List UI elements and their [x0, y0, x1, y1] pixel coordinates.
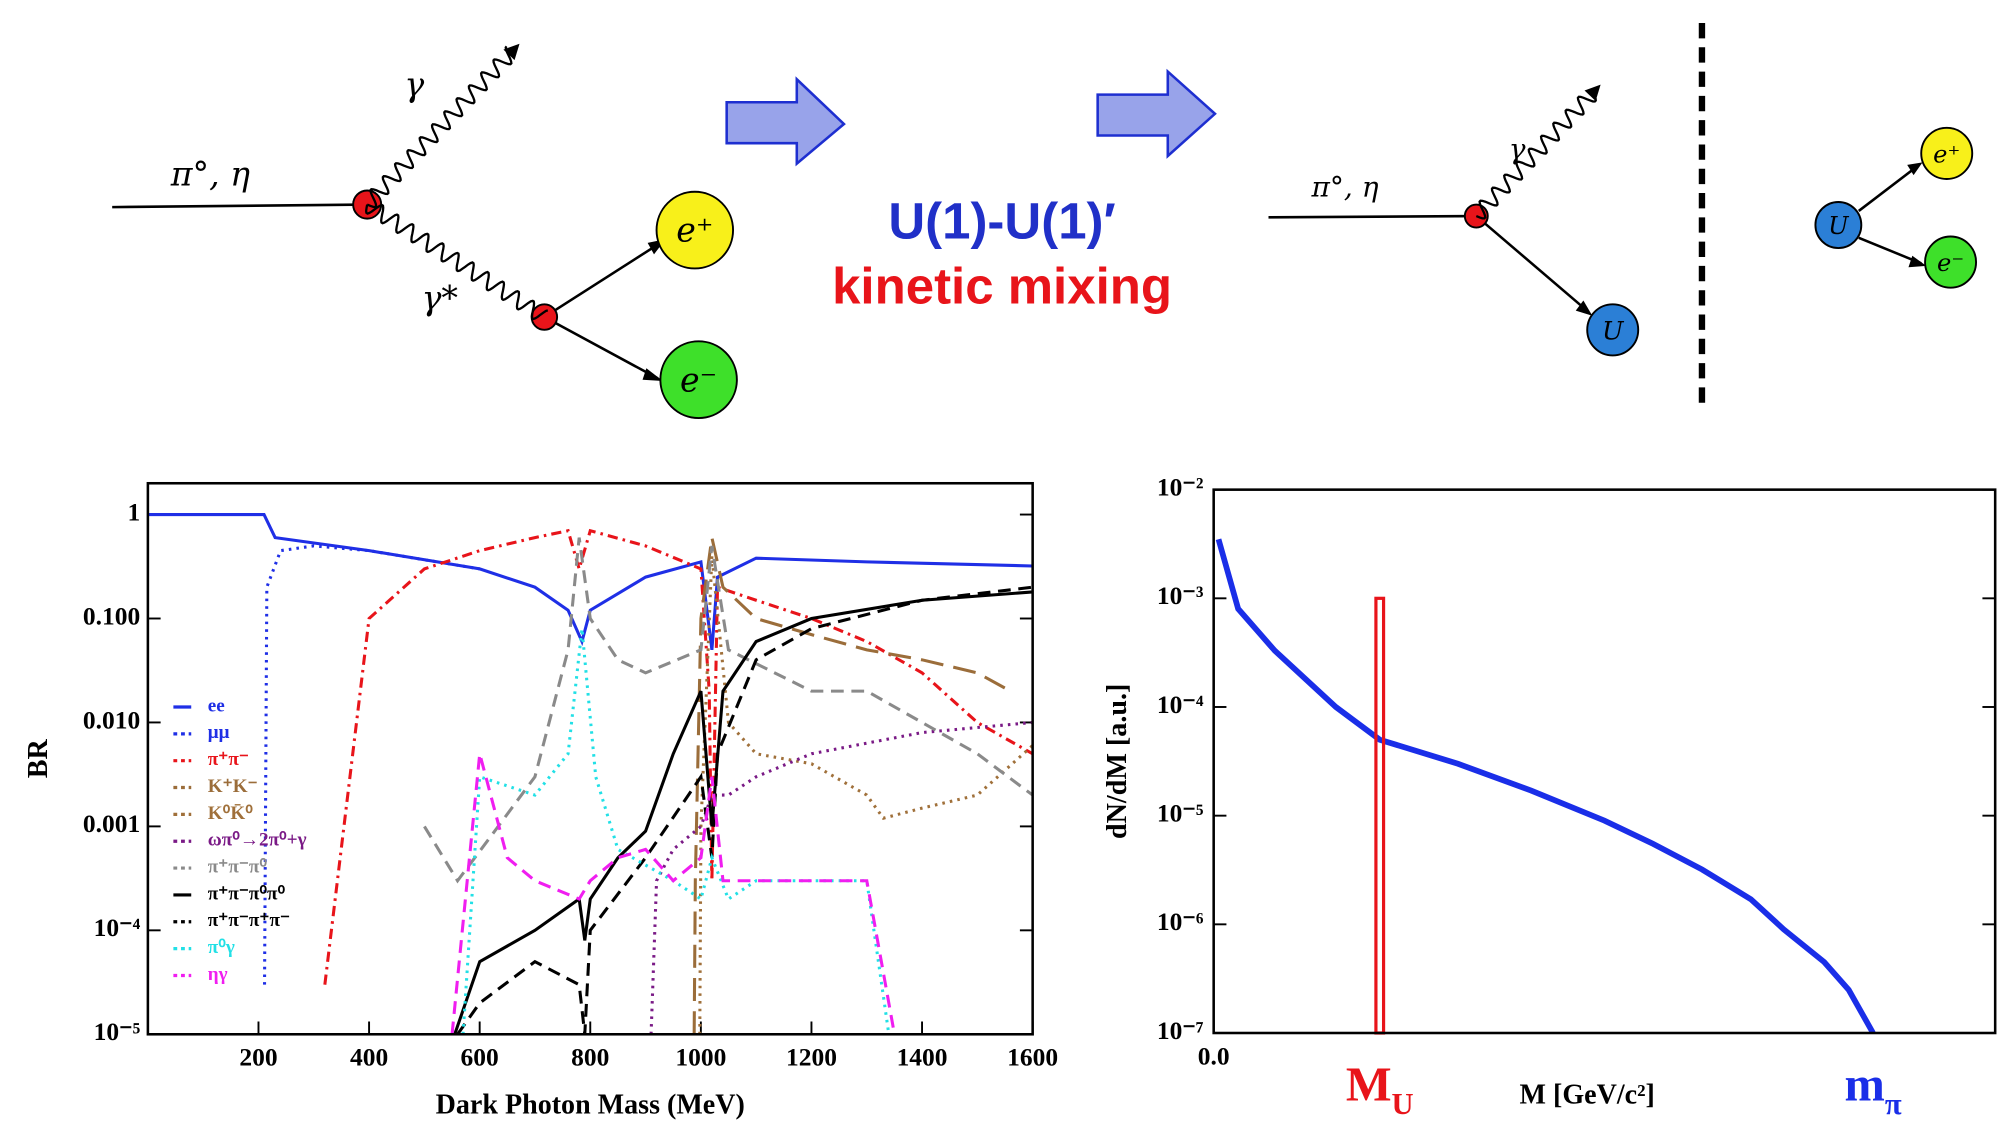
series-line	[263, 544, 480, 985]
y-tick-label: 10⁻³	[1157, 581, 1204, 610]
y-tick-label: 0.100	[83, 601, 140, 630]
y-tick-label: 0.001	[83, 809, 140, 838]
block-arrow	[725, 76, 846, 167]
electron-line	[543, 315, 659, 380]
series-line	[453, 590, 1033, 1035]
mixing-title: U(1)-U(1)′	[888, 192, 1115, 249]
arrow-head	[1908, 255, 1927, 268]
legend-label: π⁺π⁻	[208, 749, 249, 770]
photon-line	[1475, 92, 1597, 220]
positron	[1920, 126, 1974, 180]
plot-frame	[1212, 488, 1997, 1035]
annotation-sub: U	[1392, 1087, 1414, 1121]
legend-label: π⁺π⁻π⁰π⁰	[208, 883, 286, 904]
label: U	[1828, 211, 1850, 240]
legend-label: π⁺π⁻π⁰	[208, 856, 268, 877]
y-tick-label: 10⁻²	[1157, 472, 1204, 501]
electron	[1924, 235, 1978, 289]
y-tick-label: 1	[127, 497, 140, 526]
x-axis-label: M [GeV/c²]	[1520, 1079, 1655, 1110]
incoming-line	[112, 203, 368, 209]
series-line	[461, 628, 891, 1035]
y-tick-label: 10⁻⁷	[1157, 1016, 1204, 1045]
annotation: MU	[1346, 1058, 1414, 1121]
arrow-head	[503, 43, 520, 61]
chart: 1 0.100 0.010 0.001 10⁻⁴ 10⁻⁵ 200 400 600 800 1000…	[23, 481, 1058, 1121]
label: e⁺	[1933, 139, 1960, 168]
boson-line	[1475, 215, 1590, 313]
positron-line	[1857, 165, 1919, 212]
series-line	[147, 513, 1033, 651]
label: γ	[1509, 132, 1526, 165]
label: γ	[404, 65, 424, 104]
legend-label: π⁰γ	[208, 937, 235, 958]
x-tick-label: 1400	[897, 1043, 948, 1072]
series-line	[323, 528, 1033, 985]
annotation-text: M	[1346, 1058, 1392, 1111]
x-tick-label: 600	[461, 1043, 499, 1072]
legend-label: μμ	[208, 722, 230, 743]
label: γ*	[422, 278, 459, 317]
mixing-subtitle: kinetic mixing	[832, 258, 1172, 315]
label: e⁻	[1937, 248, 1964, 277]
positron	[655, 190, 735, 270]
series-line	[692, 537, 1012, 1035]
y-tick-label: 10⁻⁴	[1157, 690, 1204, 719]
arrow-head	[1584, 84, 1601, 102]
annotation-sub: π	[1885, 1087, 1902, 1121]
x-tick-label: 0.0	[1198, 1041, 1230, 1070]
series-line	[423, 537, 1033, 884]
series-line	[450, 753, 896, 1035]
y-tick-label: 10⁻⁶	[1157, 907, 1204, 936]
legend-label: K⁺K⁻	[208, 776, 258, 797]
positron-line	[543, 241, 662, 319]
electron-line	[1858, 236, 1922, 265]
diagrams: π°, η γ γ* e⁺ e⁻ U(1)-U(1)′ kinetic mixi…	[112, 23, 1978, 420]
u-boson	[1814, 201, 1863, 249]
annotation-text: m	[1845, 1058, 1885, 1111]
y-tick-label: 10⁻⁵	[1157, 798, 1204, 827]
label: e⁻	[680, 360, 717, 399]
x-tick-label: 1000	[675, 1043, 726, 1072]
x-tick-label: 1200	[786, 1043, 837, 1072]
label: π°, η	[1310, 171, 1378, 204]
legend-label: ωπ⁰→2π⁰+γ	[208, 830, 307, 851]
label: U	[1602, 316, 1625, 346]
signal-peak	[1374, 596, 1386, 1035]
chart: 10⁻² 10⁻³ 10⁻⁴ 10⁻⁵ 10⁻⁶ 10⁻⁷0.0 M [GeV/c²] dN/…	[1102, 472, 1997, 1121]
x-tick-label: 400	[350, 1043, 388, 1072]
y-tick-label: 0.010	[83, 705, 140, 734]
x-tick-label: 200	[239, 1043, 277, 1072]
electron	[659, 340, 738, 420]
u-boson	[1586, 303, 1640, 357]
y-axis-label: dN/dM [a.u.]	[1102, 684, 1133, 839]
legend-label: ee	[208, 695, 225, 716]
arrow-head	[1907, 162, 1923, 176]
series-line	[698, 555, 1033, 1035]
label: π°, η	[170, 154, 250, 193]
legend-label: K⁰K̄⁰	[208, 803, 253, 824]
series-line	[456, 585, 1033, 1035]
legend-label: ηγ	[208, 964, 228, 985]
y-axis-label: BR	[23, 739, 54, 779]
plot-frame	[146, 481, 1034, 1036]
arrow-head	[642, 368, 663, 381]
arrow-head	[1575, 300, 1593, 316]
legend-label: π⁺π⁻π⁺π⁻	[208, 910, 290, 931]
block-arrow	[1096, 68, 1217, 159]
annotation: mπ	[1845, 1058, 1902, 1121]
x-tick-label: 1600	[1007, 1043, 1058, 1072]
incoming-line	[1268, 214, 1477, 219]
y-tick-label: 10⁻⁴	[94, 913, 141, 942]
photon-line	[364, 203, 549, 321]
photon-line	[366, 45, 513, 209]
series-line	[1215, 538, 1876, 1034]
y-tick-label: 10⁻⁵	[94, 1017, 141, 1046]
x-tick-label: 800	[571, 1043, 609, 1072]
label: e⁺	[676, 211, 713, 250]
x-axis-label: Dark Photon Mass (MeV)	[436, 1090, 745, 1121]
